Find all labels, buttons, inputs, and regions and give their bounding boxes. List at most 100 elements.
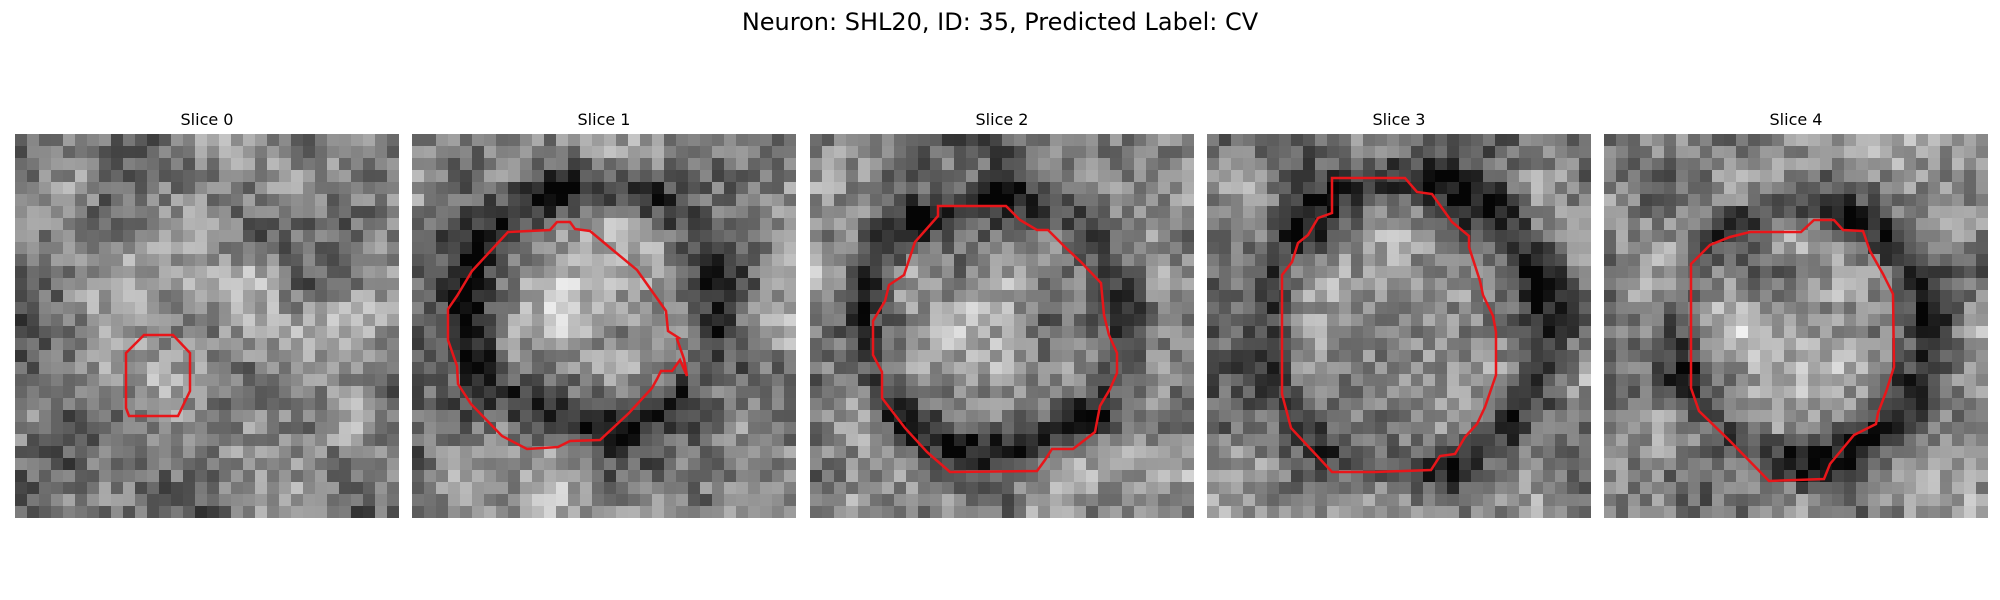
pixel [171,170,184,183]
pixel [1219,434,1232,447]
pixel [1808,134,1821,147]
pixel [15,158,28,171]
pixel [1158,242,1171,255]
pixel [858,422,871,435]
pixel [616,338,629,351]
pixel [568,206,581,219]
pixel [1543,494,1556,507]
pixel [147,326,160,339]
pixel [1664,374,1677,387]
pixel [1507,422,1520,435]
pixel [652,398,665,411]
pixel [387,410,399,423]
pixel [1616,386,1629,399]
pixel [1243,338,1256,351]
pixel [592,350,605,363]
pixel [1170,350,1183,363]
pixel [640,146,653,159]
pixel [219,170,232,183]
pixel [1892,302,1905,315]
pixel [628,398,641,411]
pixel [616,194,629,207]
pixel [822,494,835,507]
pixel [1531,446,1544,459]
pixel [291,146,304,159]
pixel [556,230,569,243]
pixel [1219,230,1232,243]
pixel [1170,338,1183,351]
pixel [484,482,497,495]
pixel [195,182,208,195]
pixel [1868,446,1881,459]
pixel [568,374,581,387]
pixel [1543,218,1556,231]
pixel [1976,230,1988,243]
pixel [1507,254,1520,267]
pixel [1086,446,1099,459]
pixel [1038,374,1051,387]
pixel [15,482,28,495]
pixel [580,422,593,435]
pixel [1243,434,1256,447]
pixel [954,206,967,219]
pixel [990,182,1003,195]
pixel [1832,254,1845,267]
pixel [1447,338,1460,351]
pixel [1255,302,1268,315]
pixel [1748,362,1761,375]
pixel [990,338,1003,351]
pixel [1279,506,1292,518]
pixel [724,194,737,207]
pixel [1736,386,1749,399]
pixel [279,362,292,375]
pixel [640,242,653,255]
pixel [1435,170,1448,183]
pixel [700,410,713,423]
pixel [736,134,749,147]
pixel [1387,302,1400,315]
pixel [1555,266,1568,279]
pixel [412,230,425,243]
pixel [580,458,593,471]
pixel [111,506,124,518]
pixel [1820,230,1833,243]
pixel [1772,350,1785,363]
pixel [1014,158,1027,171]
pixel [303,506,316,518]
pixel [1002,278,1015,291]
pixel [27,254,40,267]
pixel [484,170,497,183]
pixel [1315,146,1328,159]
pixel [1471,158,1484,171]
pixel [1952,266,1965,279]
pixel [664,242,677,255]
pixel [1062,266,1075,279]
pixel [1170,218,1183,231]
pixel [1098,254,1111,267]
pixel [436,278,449,291]
pixel [1387,206,1400,219]
pixel [375,134,388,147]
pixel [1507,314,1520,327]
pixel [858,446,871,459]
pixel [1158,314,1171,327]
pixel [1832,206,1845,219]
pixel [87,350,100,363]
pixel [111,218,124,231]
pixel [688,146,701,159]
pixel [870,218,883,231]
pixel [315,194,328,207]
pixel [736,374,749,387]
pixel [99,362,112,375]
pixel [724,362,737,375]
pixel [1784,146,1797,159]
pixel [1050,374,1063,387]
pixel [604,266,617,279]
pixel [556,242,569,255]
pixel [1760,242,1773,255]
pixel [1531,242,1544,255]
pixel [1940,338,1953,351]
pixel [1531,194,1544,207]
pixel [520,170,533,183]
pixel [159,470,172,483]
